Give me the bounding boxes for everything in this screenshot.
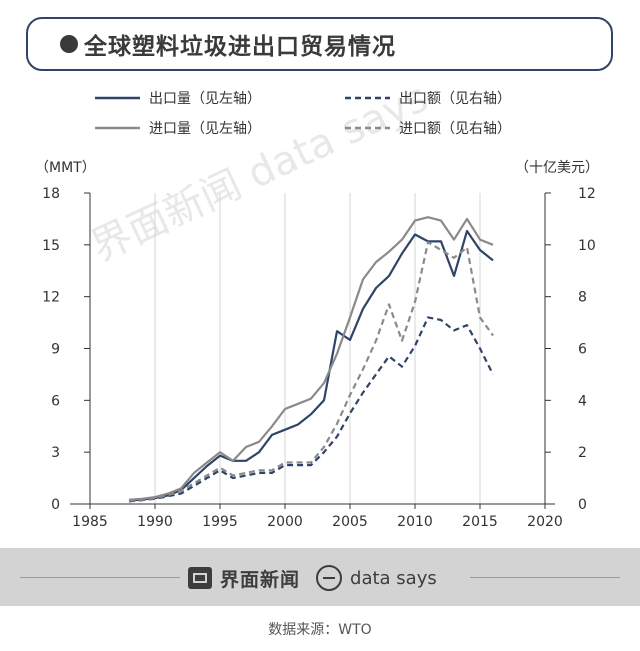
y-left-tick-label: 18 <box>42 186 60 202</box>
y-left-tick-label: 0 <box>51 497 60 513</box>
y-right-tick-label: 8 <box>578 290 587 306</box>
y-right-tick-label: 0 <box>578 497 587 513</box>
legend-label: 出口额（见右轴） <box>399 91 511 107</box>
brand-name: 界面新闻 <box>220 568 301 591</box>
y-left-tick-label: 3 <box>51 445 60 461</box>
legend-label: 进口额（见右轴） <box>399 121 511 137</box>
y-right-tick-label: 10 <box>578 238 596 254</box>
x-tick-label: 2020 <box>527 514 563 530</box>
y-left-tick-label: 12 <box>42 290 60 306</box>
y-right-tick-label: 6 <box>578 342 587 358</box>
axes: 0 3 6 9 12 15 18 0 2 4 6 8 10 12 1985 1990 1995 2000 2005 2… <box>42 186 596 530</box>
y-right-tick-label: 4 <box>578 393 587 409</box>
data-says-name: data says <box>350 567 437 589</box>
right-axis-unit: （十亿美元） <box>515 160 599 176</box>
series-lines <box>128 216 494 503</box>
data-says-logo-icon <box>316 565 343 591</box>
left-axis-unit: （MMT） <box>35 160 96 176</box>
footer-rule-right <box>470 577 620 578</box>
legend-label: 进口量（见左轴） <box>149 121 261 137</box>
brand: 界面新闻 data says <box>188 564 437 592</box>
series-line <box>128 316 494 503</box>
y-left-tick-label: 15 <box>42 238 60 254</box>
x-tick-label: 2005 <box>332 514 368 530</box>
x-tick-label: 2000 <box>267 514 303 530</box>
x-tick-label: 2010 <box>397 514 433 530</box>
x-tick-label: 1995 <box>202 514 238 530</box>
x-tick-label: 1990 <box>137 514 173 530</box>
y-right-tick-label: 12 <box>578 186 596 202</box>
series-line <box>128 241 494 502</box>
jiemian-logo-icon <box>188 567 212 589</box>
footer-rule-left <box>20 577 180 578</box>
legend-label: 出口量（见左轴） <box>149 91 261 107</box>
title-bullet-icon <box>60 35 78 53</box>
y-left-tick-label: 9 <box>51 342 60 358</box>
chart: 0 3 6 9 12 15 18 0 2 4 6 8 10 12 1985 1990 1995 2000 2005 2… <box>35 91 599 530</box>
source-note: 数据来源：WTO <box>268 622 372 638</box>
legend: 出口量（见左轴） 出口额（见右轴） 进口量（见左轴） 进口额（见右轴） <box>95 91 511 137</box>
title-box: 全球塑料垃圾进出口贸易情况 <box>26 17 613 71</box>
series-line <box>128 216 494 501</box>
x-tick-label: 2015 <box>462 514 498 530</box>
series-line <box>128 229 494 502</box>
chart-title: 全球塑料垃圾进出口贸易情况 <box>84 34 396 60</box>
y-right-tick-label: 2 <box>578 445 587 461</box>
x-tick-label: 1985 <box>72 514 108 530</box>
y-left-tick-label: 6 <box>51 393 60 409</box>
